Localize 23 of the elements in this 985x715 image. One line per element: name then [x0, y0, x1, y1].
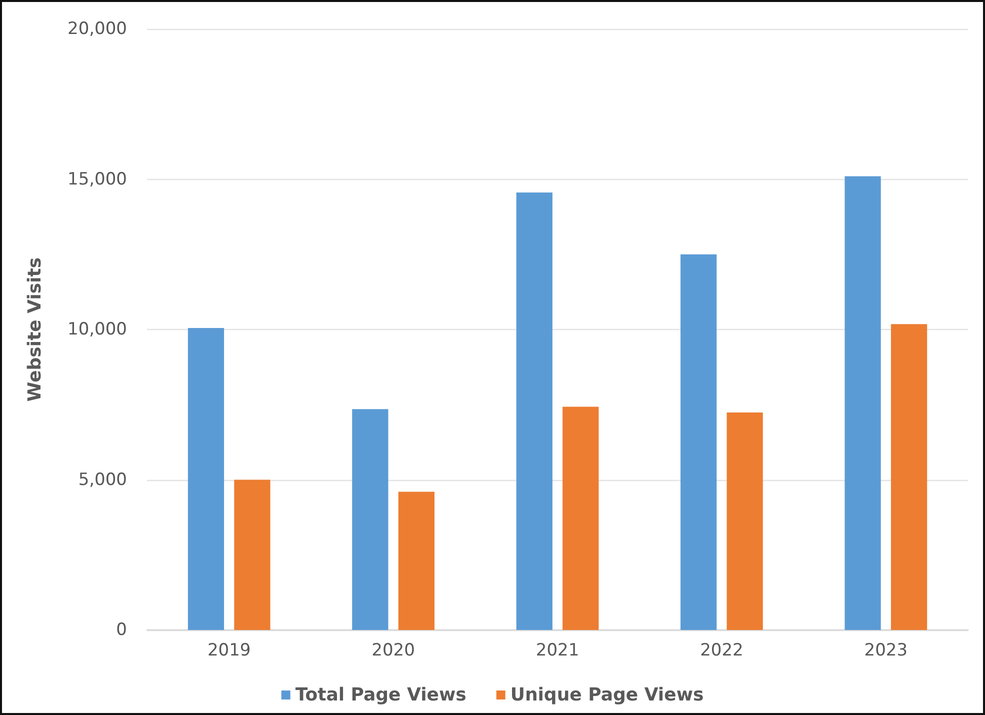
y-tick-label: 0 [116, 620, 127, 640]
bar [188, 328, 224, 630]
bar [352, 409, 388, 630]
y-tick-label: 15,000 [68, 169, 127, 190]
x-tick-label: 2020 [372, 640, 415, 660]
bar [398, 492, 434, 630]
bar [516, 192, 552, 630]
bar [890, 324, 928, 630]
x-tick-label: 2023 [864, 640, 908, 660]
y-tick-label: 20,000 [68, 19, 127, 39]
legend-label: Unique Page Views [510, 684, 704, 706]
y-tick-label: 5,000 [78, 470, 127, 490]
y-tick-label: 10,000 [68, 320, 127, 340]
y-axis-title: Website Visits [24, 257, 46, 402]
bar [844, 176, 881, 630]
bar [562, 406, 599, 630]
x-tick-label: 2022 [700, 640, 744, 660]
x-tick-label: 2019 [207, 640, 251, 660]
bar [234, 480, 270, 630]
x-tick-label: 2021 [536, 640, 580, 660]
legend-label: Total Page Views [295, 684, 466, 706]
bar [680, 254, 717, 630]
bar [726, 412, 763, 630]
